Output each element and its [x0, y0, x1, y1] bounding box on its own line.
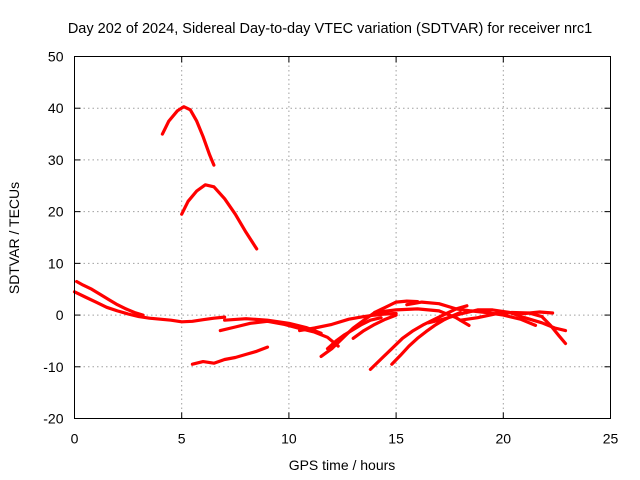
- series-arc-4: [75, 279, 145, 317]
- axis-ticks: 0 5 10 15 20 25 -20 -10 0 10 20 30 40 50: [43, 49, 618, 447]
- data-series: [72, 105, 568, 371]
- y-tick-label: 10: [48, 255, 64, 271]
- series-arc-18: [491, 310, 555, 316]
- y-tick-label: -20: [43, 411, 63, 427]
- y-tick-label: -10: [43, 359, 63, 375]
- series-arc-10: [368, 304, 469, 371]
- y-tick-label: 30: [48, 152, 64, 168]
- x-tick-label: 25: [603, 431, 619, 447]
- x-tick-label: 5: [178, 431, 186, 447]
- series-arc-16: [325, 316, 383, 351]
- x-tick-label: 10: [281, 431, 297, 447]
- y-tick-label: 20: [48, 204, 64, 220]
- x-tick-label: 0: [71, 431, 79, 447]
- x-tick-label: 15: [388, 431, 404, 447]
- series-arc-3: [72, 290, 227, 324]
- series-arc-17: [351, 313, 398, 340]
- plot-frame: [74, 56, 611, 419]
- x-axis-label: GPS time / hours: [289, 457, 396, 473]
- series-arc-6: [218, 319, 340, 348]
- series-arc-9: [298, 311, 398, 333]
- x-tick-label: 20: [496, 431, 512, 447]
- y-tick-label: 40: [48, 100, 64, 116]
- y-tick-label: 50: [48, 49, 64, 65]
- grid-lines: [74, 56, 611, 419]
- chart-title: Day 202 of 2024, Sidereal Day-to-day VTE…: [68, 21, 592, 37]
- series-arc-2: [180, 183, 259, 251]
- y-tick-label: 0: [56, 307, 64, 323]
- series-arc-15: [373, 307, 471, 327]
- series-arc-1: [160, 105, 216, 167]
- y-axis-label: SDTVAR / TECUs: [6, 182, 22, 294]
- series-arc-5: [190, 345, 270, 366]
